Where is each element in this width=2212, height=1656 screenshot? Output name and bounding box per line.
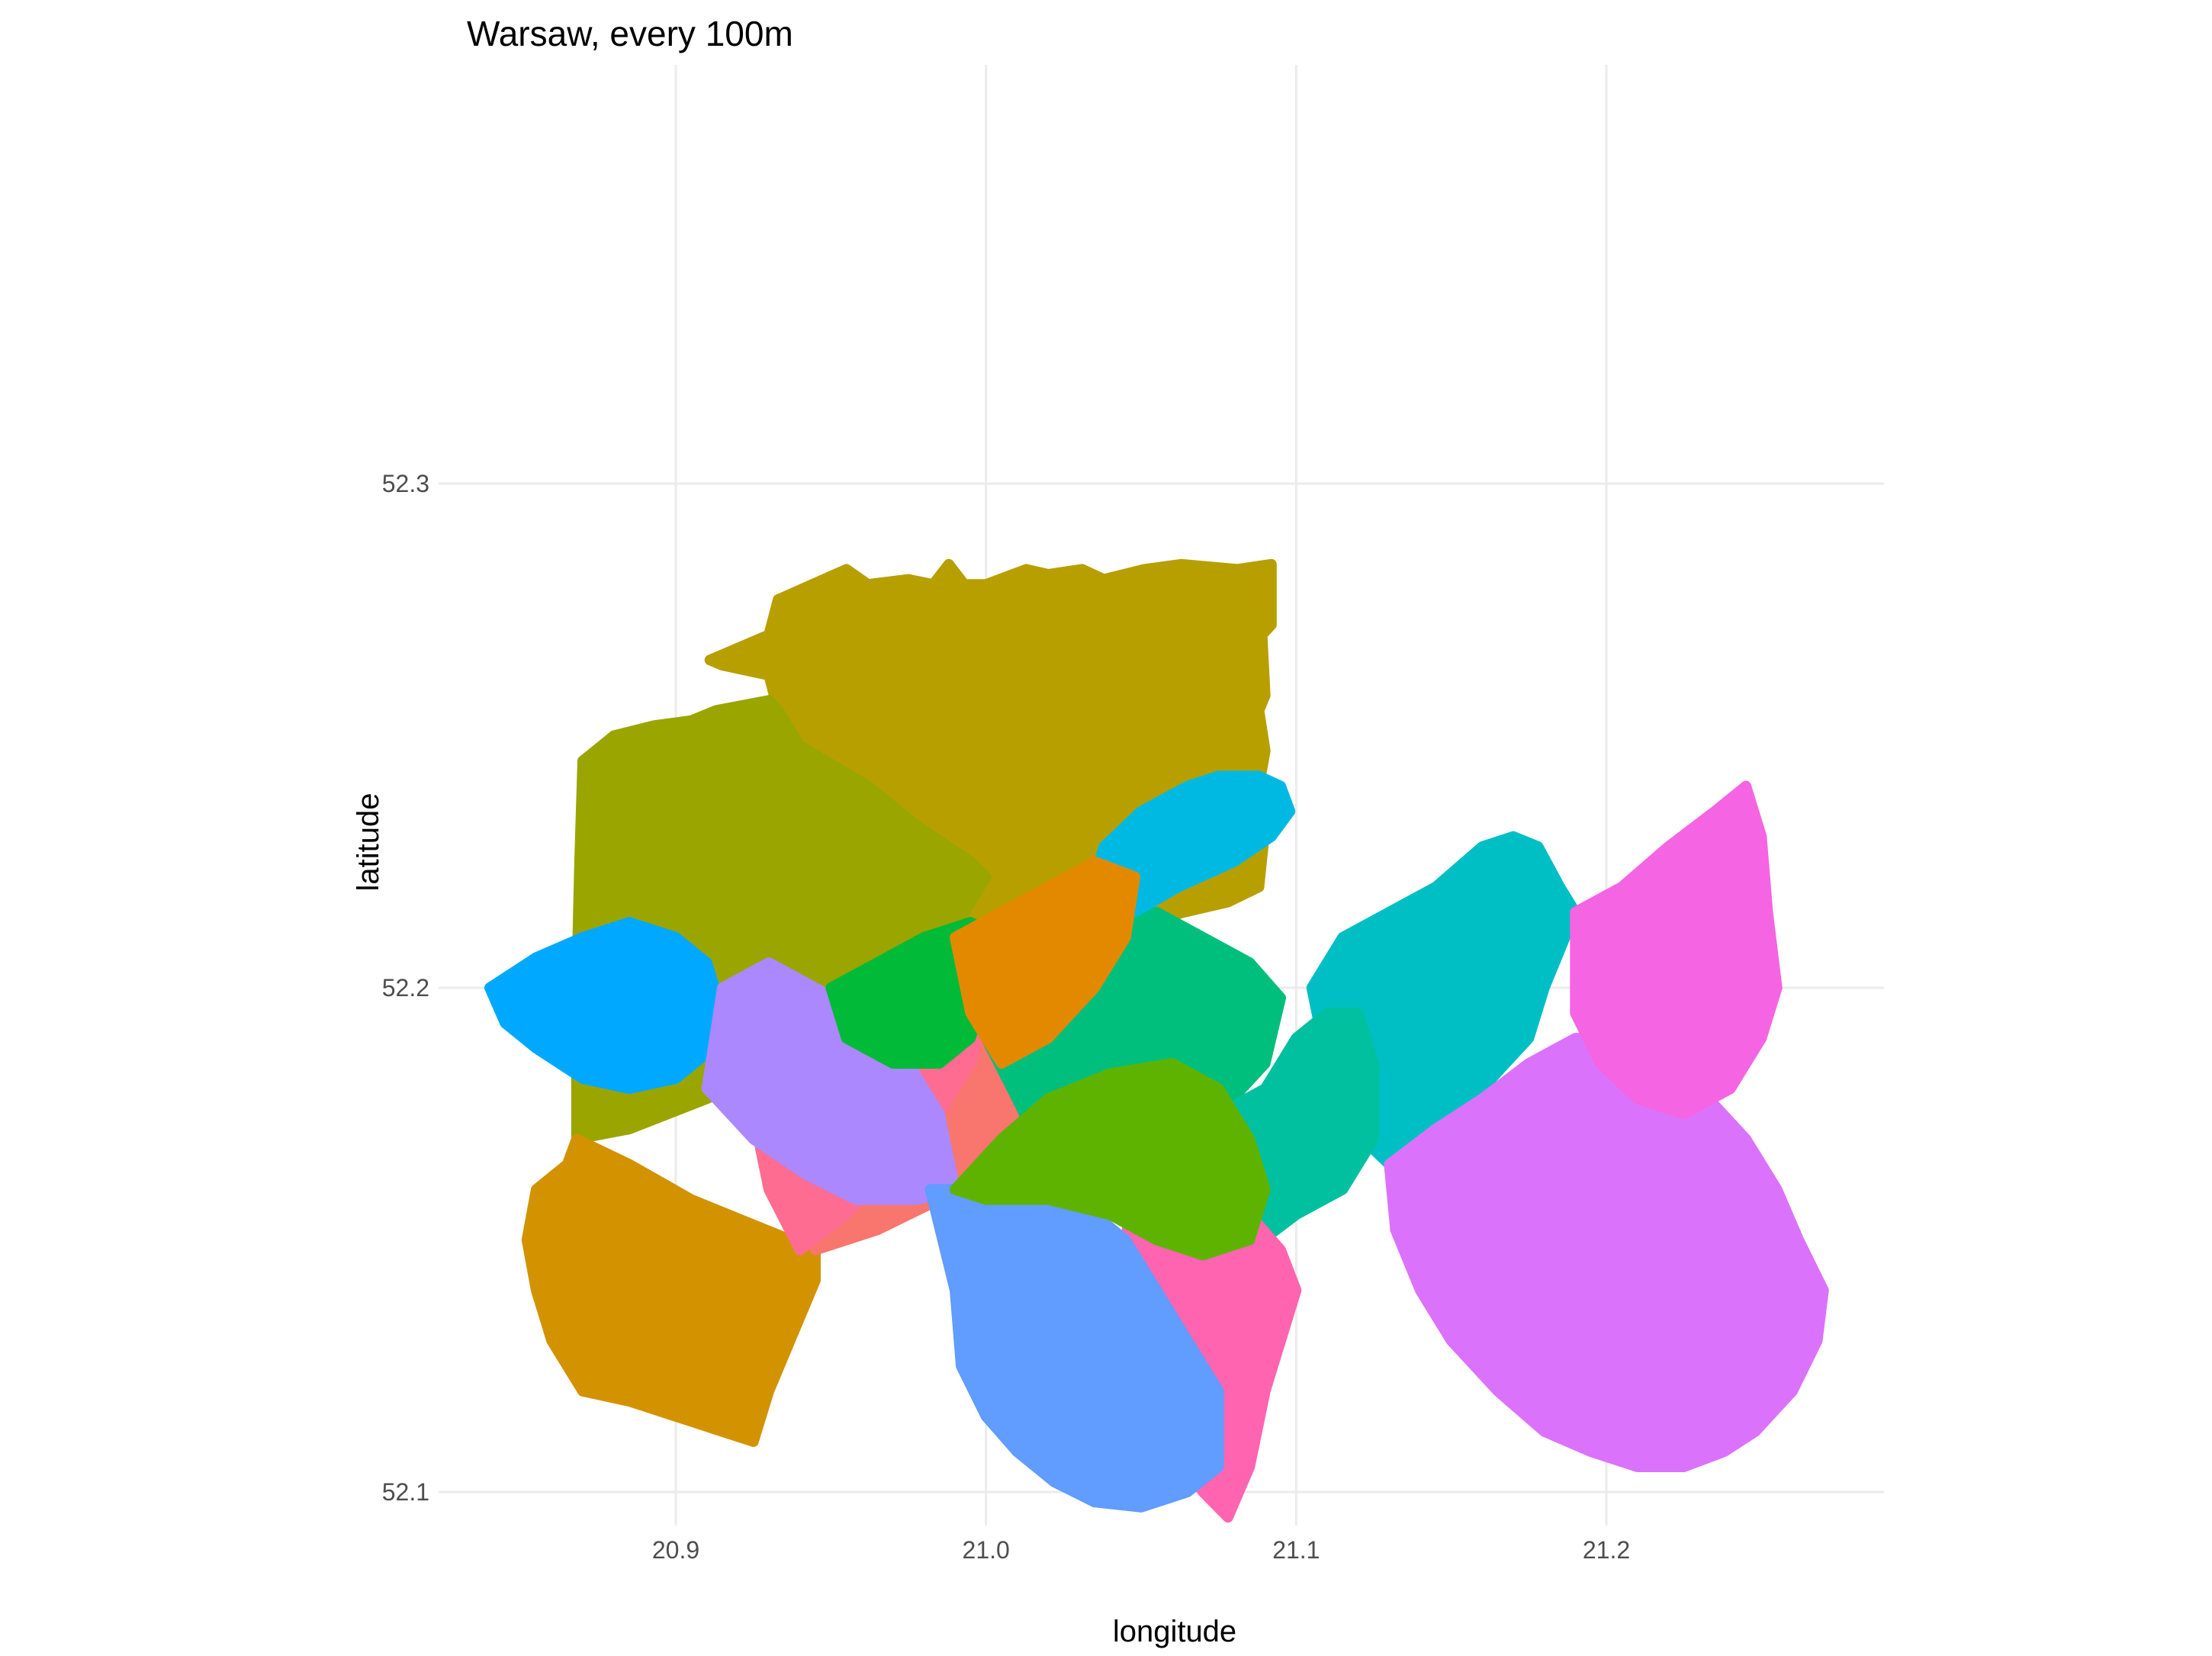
district-wlochy [701,957,960,1205]
tick-labels: 20.9 21.0 21.1 21.2 52.1 52.2 52.3 [382,470,1630,1564]
y-tick-label: 52.3 [382,470,429,497]
district-ursus [484,917,728,1095]
district-bemowo_south [521,1133,821,1447]
y-tick-label: 52.2 [382,974,429,1002]
chart-title: Warsaw, every 100m [467,14,793,53]
x-tick-label: 21.0 [963,1536,1010,1564]
districts-layer [484,558,1829,1523]
district-wesola [1570,780,1783,1120]
district-wawer [1384,1033,1829,1472]
district-mokotow [950,1058,1271,1261]
x-tick-label: 20.9 [652,1536,699,1564]
x-tick-label: 21.1 [1272,1536,1320,1564]
y-tick-label: 52.1 [382,1478,429,1506]
y-axis-title: latitude [352,793,385,892]
district-mokotow_north [950,856,1140,1069]
x-tick-label: 21.2 [1583,1536,1630,1564]
x-axis-title: longitude [1113,1615,1236,1648]
